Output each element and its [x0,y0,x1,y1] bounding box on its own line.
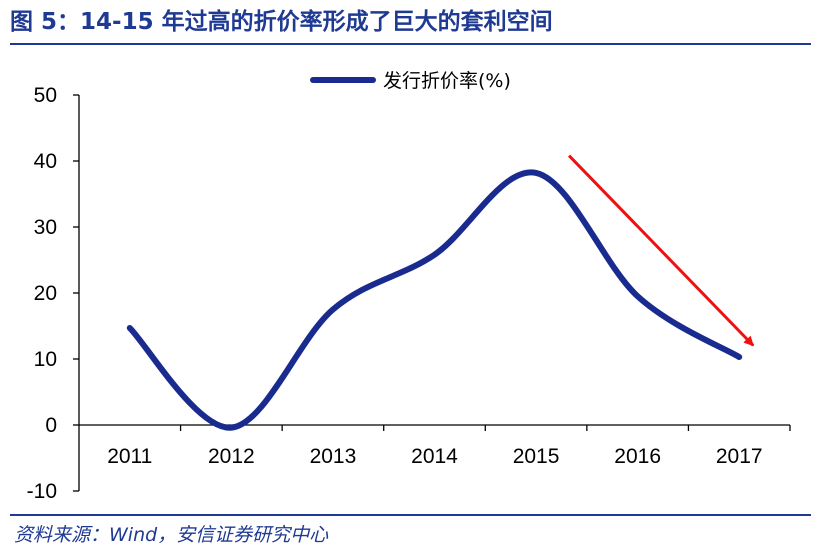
legend: 发行折价率(%) [310,70,511,92]
data-point-2013 [330,307,336,313]
source-rule [10,514,811,516]
y-tick-label: -10 [27,480,57,503]
legend-label: 发行折价率(%) [383,70,511,92]
x-tick-label: 2016 [614,445,661,468]
x-tick-label: 2013 [310,445,357,468]
title-rule [10,43,811,45]
axes [78,95,790,491]
data-point-2015 [533,170,539,176]
x-tick-label: 2017 [716,445,763,468]
y-tick-label: 40 [34,150,57,173]
x-tick-label: 2014 [411,445,458,468]
y-tick-label: 50 [34,84,57,107]
y-axis-ticks: 50 40 30 20 10 0 -10 [27,84,79,503]
y-tick-label: 20 [34,282,57,305]
source-note: 资料来源：Wind，安信证券研究中心 [14,524,329,546]
x-axis-ticks: 2011 2012 2013 2014 2015 2016 2017 [107,425,791,468]
y-tick-label: 30 [34,216,57,239]
data-point-2016 [635,293,641,299]
x-tick-label: 2012 [208,445,255,468]
figure-title: 图 5：14-15 年过高的折价率形成了巨大的套利空间 [10,9,553,35]
y-tick-label: 0 [45,414,57,437]
series-line-discount-rate [126,169,743,431]
data-point-2012 [228,425,234,431]
x-tick-label: 2015 [513,445,560,468]
data-point-2011 [127,325,133,331]
y-tick-label: 10 [34,348,57,371]
x-tick-label: 2011 [107,445,152,468]
series-points [127,170,742,431]
trend-arrow [567,154,755,347]
data-point-2014 [432,252,438,258]
data-point-2017 [736,354,742,360]
